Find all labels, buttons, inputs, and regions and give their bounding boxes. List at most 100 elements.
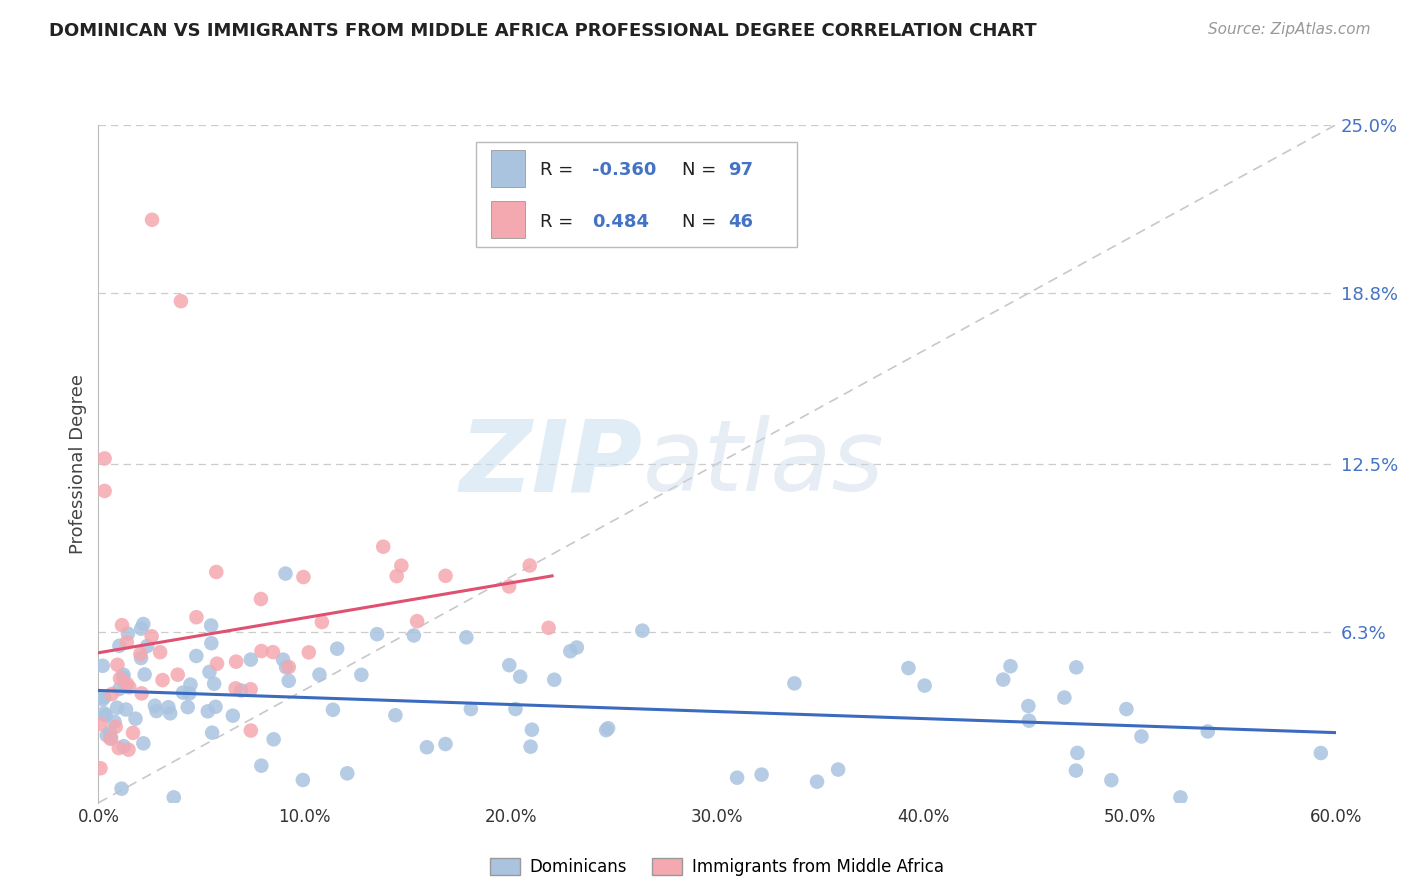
Point [225, 655, 247, 669]
Y-axis label: Professional Degree: Professional Degree [69, 374, 87, 554]
Point [751, 767, 773, 781]
Point [129, 651, 152, 665]
Point [179, 677, 201, 691]
Point [122, 726, 145, 740]
Point [101, 687, 124, 701]
Point [129, 622, 152, 636]
Point [434, 569, 457, 583]
Point [200, 618, 222, 632]
Point [186, 610, 208, 624]
Point [366, 627, 388, 641]
Point [1000, 659, 1022, 673]
Point [145, 704, 167, 718]
Point [143, 698, 166, 713]
Point [806, 774, 828, 789]
Point [537, 621, 560, 635]
Point [298, 645, 321, 659]
Point [177, 700, 200, 714]
Point [326, 641, 349, 656]
Point [136, 639, 159, 653]
Point [107, 657, 129, 672]
Point [89, 717, 111, 731]
Point [179, 686, 201, 700]
Point [91, 658, 114, 673]
Point [262, 645, 284, 659]
Point [112, 739, 135, 754]
Point [114, 680, 136, 694]
Point [94, 708, 117, 723]
Point [100, 731, 122, 745]
Point [250, 592, 273, 607]
Point [134, 667, 156, 681]
Point [460, 702, 482, 716]
Point [129, 647, 152, 661]
Point [163, 790, 186, 805]
Point [350, 668, 373, 682]
Point [93, 483, 115, 498]
Point [108, 741, 131, 756]
Text: DOMINICAN VS IMMIGRANTS FROM MIDDLE AFRICA PROFESSIONAL DEGREE CORRELATION CHART: DOMINICAN VS IMMIGRANTS FROM MIDDLE AFRI… [49, 22, 1036, 40]
Point [93, 706, 115, 721]
Text: N =: N = [682, 161, 723, 179]
Point [596, 721, 619, 735]
Point [308, 667, 330, 681]
Point [498, 658, 520, 673]
Text: ZIP: ZIP [460, 416, 643, 512]
Point [186, 648, 208, 663]
Point [725, 771, 748, 785]
Point [115, 702, 138, 716]
Point [543, 673, 565, 687]
Point [98, 725, 121, 739]
Point [170, 294, 193, 309]
Point [336, 766, 359, 780]
Point [166, 667, 188, 681]
Point [205, 565, 228, 579]
Point [271, 653, 294, 667]
Point [93, 690, 115, 705]
Point [141, 629, 163, 643]
Point [103, 714, 125, 729]
Point [225, 681, 247, 696]
Point [93, 451, 115, 466]
Point [104, 720, 127, 734]
Text: N =: N = [682, 212, 723, 231]
Point [111, 618, 134, 632]
Point [263, 732, 285, 747]
Point [1018, 714, 1040, 728]
Point [108, 681, 131, 696]
Text: R =: R = [540, 161, 579, 179]
Point [277, 660, 299, 674]
Point [509, 670, 531, 684]
Point [115, 635, 138, 649]
Point [112, 667, 135, 681]
Text: 0.484: 0.484 [592, 212, 650, 231]
Point [322, 703, 344, 717]
Point [96, 728, 118, 742]
Point [200, 636, 222, 650]
Point [402, 628, 425, 642]
FancyBboxPatch shape [475, 142, 797, 247]
Point [132, 617, 155, 632]
Point [159, 706, 181, 721]
Point [406, 614, 429, 628]
Point [131, 686, 153, 700]
Point [250, 758, 273, 772]
Point [117, 742, 139, 756]
Point [274, 566, 297, 581]
Point [239, 652, 262, 666]
Point [274, 660, 297, 674]
Point [239, 682, 262, 697]
Point [201, 725, 224, 739]
Point [205, 657, 228, 671]
Point [519, 739, 541, 754]
Point [384, 708, 406, 723]
Point [198, 665, 221, 679]
Text: R =: R = [540, 212, 585, 231]
Point [229, 683, 252, 698]
Point [100, 731, 122, 746]
Point [157, 700, 180, 714]
Point [115, 677, 138, 691]
Point [250, 644, 273, 658]
Point [1197, 724, 1219, 739]
Point [565, 640, 588, 655]
